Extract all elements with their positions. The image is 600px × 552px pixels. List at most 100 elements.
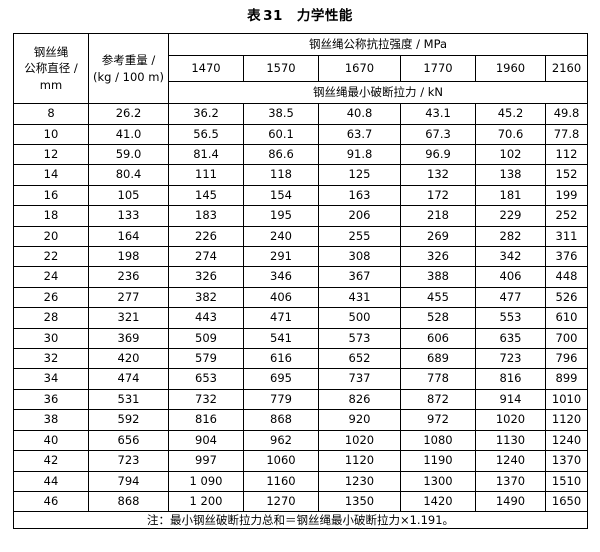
cell-breaking-force: 872: [400, 388, 476, 411]
cell-breaking-force: 40.8: [318, 103, 401, 125]
cell-breaking-force: 1130: [475, 429, 546, 452]
header-grade-1470: 1470: [168, 55, 244, 83]
cell-breaking-force: 111: [168, 164, 244, 186]
cell-breaking-force: 269: [400, 225, 476, 248]
cell-breaking-force: 526: [544, 286, 589, 309]
cell-breaking-force: 274: [168, 246, 244, 268]
cell-breaking-force: 1350: [318, 490, 401, 513]
cell-breaking-force: 282: [475, 225, 546, 248]
cell-breaking-force: 509: [168, 327, 244, 350]
header-row-group: 钢丝绳 公称直径 / mm 参考重量 / (kg / 100 m) 钢丝绳公称抗…: [13, 33, 589, 105]
table-row: 28 321 443 471 500 528 553 610: [13, 307, 589, 329]
cell-breaking-force: 1240: [544, 429, 589, 452]
cell-breaking-force: 1510: [544, 470, 589, 492]
cell-diameter: 24: [13, 266, 89, 288]
cell-breaking-force: 700: [544, 327, 589, 350]
cell-breaking-force: 695: [243, 368, 319, 390]
cell-breaking-force: 255: [318, 225, 401, 248]
cell-reference-weight: 277: [88, 286, 169, 309]
cell-breaking-force: 56.5: [168, 123, 244, 146]
cell-breaking-force: 1160: [243, 470, 319, 492]
header-weight-line-1: 参考重量 /: [101, 53, 156, 68]
cell-breaking-force: 86.6: [243, 143, 319, 166]
cell-breaking-force: 1490: [475, 490, 546, 513]
cell-breaking-force: 826: [318, 388, 401, 411]
cell-reference-weight: 164: [88, 225, 169, 248]
cell-breaking-force: 81.4: [168, 143, 244, 166]
cell-breaking-force: 195: [243, 205, 319, 227]
cell-breaking-force: 553: [475, 307, 546, 329]
header-diameter-line-2: 公称直径 /: [24, 61, 78, 76]
cell-breaking-force: 635: [475, 327, 546, 350]
cell-diameter: 26: [13, 286, 89, 309]
header-diameter: 钢丝绳 公称直径 / mm: [13, 33, 89, 105]
cell-reference-weight: 26.2: [88, 103, 169, 125]
table-row: 42 723 997 1060 1120 1190 1240 1370: [13, 450, 589, 472]
header-row-grades: 1470 1570 1670 1770 1960 2160: [14, 55, 589, 83]
cell-reference-weight: 369: [88, 327, 169, 350]
cell-breaking-force: 229: [475, 205, 546, 227]
cell-breaking-force: 606: [400, 327, 476, 350]
cell-diameter: 32: [13, 348, 89, 370]
cell-breaking-force: 91.8: [318, 143, 401, 166]
table-body: 8 26.2 36.2 38.5 40.8 43.1 45.2 49.8 10 41.0 56.5 6…: [13, 103, 589, 513]
cell-reference-weight: 794: [88, 470, 169, 492]
cell-diameter: 14: [13, 164, 89, 186]
cell-breaking-force: 1020: [318, 429, 401, 452]
table-row: 34 474 653 695 737 778 816 899: [13, 368, 589, 390]
cell-breaking-force: 181: [475, 184, 546, 207]
cell-diameter: 42: [13, 450, 89, 472]
cell-breaking-force: 737: [318, 368, 401, 390]
table-title-label: 表: [247, 8, 262, 24]
cell-diameter: 18: [13, 205, 89, 227]
cell-breaking-force: 183: [168, 205, 244, 227]
cell-diameter: 10: [13, 123, 89, 146]
note-row: 注：最小钢丝破断拉力总和＝钢丝绳最小破断拉力×1.191。: [12, 511, 589, 530]
header-diameter-line-3: mm: [39, 78, 63, 93]
cell-breaking-force: 118: [243, 164, 319, 186]
table-title: 表 31 力学性能: [13, 0, 587, 33]
cell-reference-weight: 474: [88, 368, 169, 390]
cell-reference-weight: 656: [88, 429, 169, 452]
header-grade-1570: 1570: [243, 55, 319, 83]
table-row: 44 794 1 090 1160 1230 1300 1370 1510: [13, 470, 589, 492]
cell-breaking-force: 342: [475, 246, 546, 268]
cell-breaking-force: 500: [318, 307, 401, 329]
cell-breaking-force: 218: [400, 205, 476, 227]
cell-breaking-force: 431: [318, 286, 401, 309]
cell-breaking-force: 291: [243, 246, 319, 268]
table-row: 38 592 816 868 920 972 1020 1120: [13, 409, 589, 431]
cell-breaking-force: 1270: [243, 490, 319, 513]
cell-breaking-force: 972: [400, 409, 476, 431]
table-row: 16 105 145 154 163 172 181 199: [13, 184, 589, 207]
table-row: 36 531 732 779 826 872 914 1010: [13, 388, 589, 411]
cell-reference-weight: 198: [88, 246, 169, 268]
header-breaking-force-group: 钢丝绳最小破断拉力 / kN: [167, 81, 589, 105]
table-row: 12 59.0 81.4 86.6 91.8 96.9 102 112: [13, 143, 589, 166]
cell-breaking-force: 132: [400, 164, 476, 186]
cell-diameter: 8: [13, 103, 89, 125]
table-row: 40 656 904 962 1020 1080 1130 1240: [13, 429, 589, 452]
cell-diameter: 38: [13, 409, 89, 431]
header-grade-2160: 2160: [544, 55, 589, 83]
cell-breaking-force: 406: [243, 286, 319, 309]
cell-breaking-force: 67.3: [400, 123, 476, 146]
cell-diameter: 44: [13, 470, 89, 492]
cell-breaking-force: 96.9: [400, 143, 476, 166]
table-row: 10 41.0 56.5 60.1 63.7 67.3 70.6 77.8: [13, 123, 589, 146]
header-reference-weight: 参考重量 / (kg / 100 m): [88, 33, 169, 105]
table-footer: 注：最小钢丝破断拉力总和＝钢丝绳最小破断拉力×1.191。: [12, 511, 589, 530]
cell-breaking-force: 308: [318, 246, 401, 268]
table-title-name: 力学性能: [296, 8, 353, 24]
cell-breaking-force: 868: [243, 409, 319, 431]
cell-breaking-force: 43.1: [400, 103, 476, 125]
table-row: 22 198 274 291 308 326 342 376: [13, 246, 589, 268]
header-grade-1960: 1960: [475, 55, 546, 83]
cell-breaking-force: 102: [475, 143, 546, 166]
table-row: 26 277 382 406 431 455 477 526: [13, 286, 589, 309]
cell-reference-weight: 592: [88, 409, 169, 431]
cell-breaking-force: 154: [243, 184, 319, 207]
cell-reference-weight: 723: [88, 450, 169, 472]
table-title-number: 31: [263, 8, 283, 24]
